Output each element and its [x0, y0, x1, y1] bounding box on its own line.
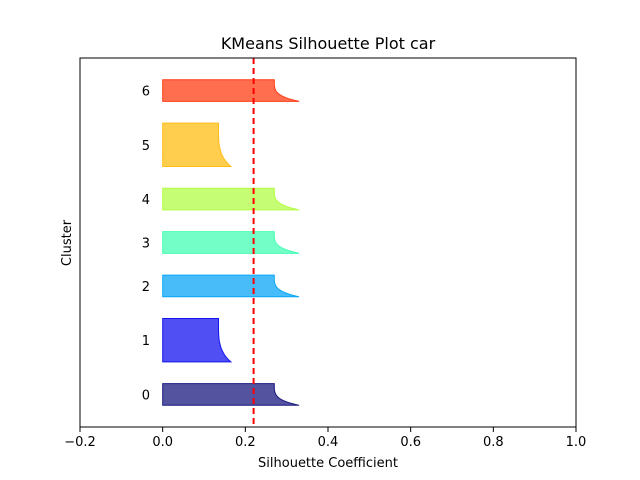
x-axis-label: Silhouette Coefficient [258, 456, 398, 471]
plot-frame [79, 57, 577, 428]
x-tick-label: 0.4 [318, 435, 339, 450]
cluster-label-3: 3 [142, 237, 150, 252]
plot-area [162, 58, 300, 427]
cluster-label-0: 0 [142, 388, 150, 403]
cluster-labels: 0 1 2 3 4 5 6 [142, 85, 150, 404]
cluster-label-6: 6 [142, 85, 150, 100]
chart-title: KMeans Silhouette Plot car [221, 34, 436, 53]
cluster-label-4: 4 [142, 193, 150, 208]
cluster-6-silhouette [162, 79, 300, 102]
cluster-2-silhouette [162, 274, 300, 298]
cluster-label-2: 2 [142, 280, 150, 295]
cluster-0-silhouette [162, 383, 300, 406]
x-tick-label: 0.0 [152, 435, 173, 450]
x-tick-label: 0.6 [400, 435, 421, 450]
x-tick-label: 0.8 [483, 435, 504, 450]
y-axis-label: Cluster [60, 219, 75, 266]
cluster-label-1: 1 [142, 334, 150, 349]
x-tick-label: −0.2 [64, 435, 96, 450]
cluster-label-5: 5 [142, 139, 150, 154]
cluster-5-silhouette [162, 122, 233, 167]
x-axis-ticks: −0.2 0.0 0.2 0.4 0.6 0.8 1.0 [64, 427, 586, 450]
cluster-1-silhouette [162, 318, 233, 363]
x-tick-label: 0.2 [235, 435, 256, 450]
cluster-4-silhouette [162, 187, 300, 211]
cluster-3-silhouette [162, 231, 300, 254]
x-tick-label: 1.0 [566, 435, 587, 450]
